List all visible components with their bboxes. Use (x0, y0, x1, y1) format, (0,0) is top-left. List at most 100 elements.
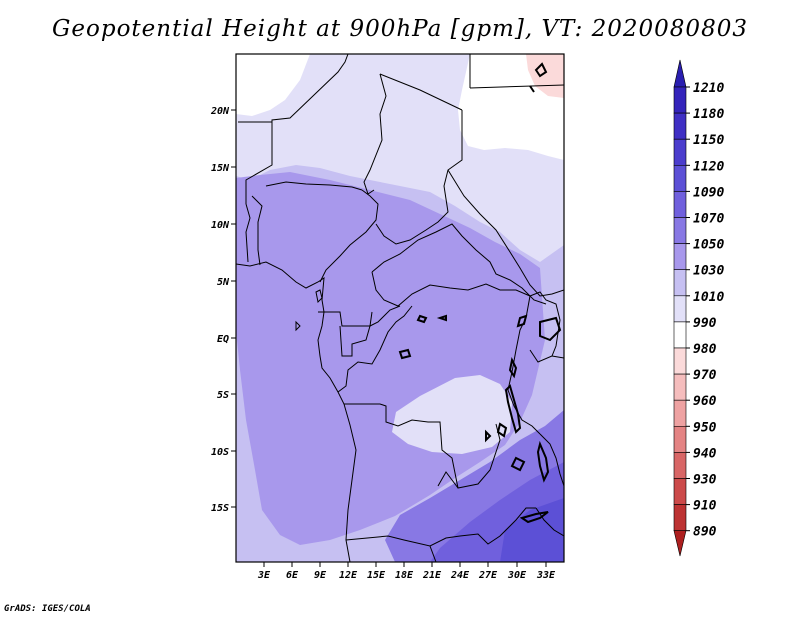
field-990-1010-northwest (236, 54, 310, 116)
lakes (398, 62, 562, 524)
colorbar-level-label: 930 (693, 473, 717, 488)
colorbar-swatch (673, 217, 687, 244)
lake-kivu (508, 356, 518, 379)
political-boundaries (236, 54, 564, 562)
lake-mai-ndombe (436, 314, 447, 322)
border-uganda (529, 291, 561, 363)
colorbar: 1210 1180 1150 1120 1090 1070 1050 1030 1010 990 9… (673, 59, 724, 557)
colorbar-level-label: 1090 (693, 185, 724, 200)
border-chad-niger (363, 73, 387, 195)
border-togo (245, 203, 251, 263)
colorbar-level-label: 1210 (693, 81, 724, 96)
colorbar-swatch (673, 373, 687, 401)
lake-tanganyika (504, 384, 522, 434)
lon-label: 21E (422, 570, 442, 581)
lake-victoria (539, 316, 562, 342)
border-car-north (371, 223, 547, 305)
lat-label: 20N (210, 106, 230, 117)
border-niger-nigeria (265, 181, 363, 191)
lon-label: 12E (339, 570, 358, 581)
shaded-field (236, 54, 564, 562)
lon-label: 33E (536, 570, 556, 581)
colorbar-level-label: 990 (693, 316, 717, 331)
colorbar-swatch (673, 86, 687, 114)
lat-label: 10S (211, 447, 229, 458)
colorbar-level-label: 940 (693, 446, 717, 461)
colorbar-swatch (673, 269, 687, 297)
border-angola-namibia-zambia (345, 507, 536, 547)
border-egypt-sudan (469, 84, 564, 89)
colorbar-swatch (673, 138, 687, 166)
colorbar-swatch (673, 112, 687, 140)
lon-label: 24E (450, 570, 470, 581)
colorbar-level-label: 970 (693, 368, 717, 383)
grads-credit: GrADS: IGES/COLA (4, 604, 91, 614)
colorbar-swatch (673, 399, 687, 427)
longitude-labels: 3E 6E 9E 12E 15E 18E 21E 24E 27E 30E 33E (257, 570, 556, 581)
lat-label: 15S (211, 503, 229, 514)
border-car-drc (371, 271, 531, 307)
colorbar-swatch (673, 295, 687, 323)
lon-label: 27E (478, 570, 498, 581)
colorbar-swatch (673, 321, 687, 349)
colorbar-level-label: 910 (693, 499, 717, 514)
colorbar-swatch (673, 243, 687, 271)
lat-label: 15N (211, 163, 230, 174)
colorbar-level-label: 960 (693, 394, 717, 409)
lon-label: 6E (286, 570, 299, 581)
border-zambia-west (437, 471, 459, 489)
lon-label: 9E (314, 570, 327, 581)
island-sao-tome (295, 320, 301, 332)
lon-label: 30E (507, 570, 527, 581)
border-nigeria-cameroon (319, 189, 379, 283)
lake-kariba (519, 511, 549, 524)
border-botswana (429, 545, 437, 562)
colorbar-swatch (673, 452, 687, 479)
colorbar-arrow-top (673, 59, 687, 88)
chart-title: Geopotential Height at 900hPa [gpm], VT:… (52, 16, 748, 42)
lake-pool (398, 348, 412, 360)
lat-label: 5N (217, 277, 230, 288)
field-1010-1030-congo-basin (392, 375, 512, 454)
colorbar-level-label: 980 (693, 342, 717, 357)
field-coastal-strip (236, 178, 246, 262)
coastline-west (236, 261, 357, 562)
colorbar-level-label: 1010 (693, 290, 724, 305)
island-bioko (315, 289, 323, 304)
border-congo-drc (337, 305, 413, 393)
lake-tumba (416, 314, 428, 324)
colorbar-level-label: 1030 (693, 264, 724, 279)
lon-label: 3E (257, 570, 271, 581)
colorbar-swatch (673, 425, 687, 453)
border-gabon-congo (339, 325, 371, 357)
border-kenya-tanzania (551, 355, 564, 359)
border-angola-drc-zambia (344, 403, 501, 489)
colorbar-arrow-bottom (673, 530, 687, 557)
lon-label: 18E (395, 570, 414, 581)
lake-albert (516, 314, 528, 328)
colorbar-level-label: 1050 (693, 238, 724, 253)
colorbar-level-label: 890 (693, 525, 717, 540)
colorbar-level-label: 1180 (693, 107, 724, 122)
colorbar-level-label: 1120 (693, 159, 724, 174)
border-cameroon-congo (369, 305, 401, 327)
latitude-labels: 20N 15N 10N 5N EQ 5S 10S 15S (210, 106, 230, 514)
border-niger-west (245, 54, 349, 204)
colorbar-swatch (673, 347, 687, 375)
border-chad-libya (379, 73, 463, 111)
colorbar-level-label: 1070 (693, 212, 724, 227)
lon-label: 15E (367, 570, 386, 581)
colorbar-swatch (673, 165, 687, 192)
map-frame (235, 53, 565, 563)
colorbar-level-label: 1150 (693, 133, 724, 148)
colorbar-swatch (673, 478, 687, 505)
border-malawi (539, 433, 564, 487)
tick-marks (231, 109, 547, 567)
border-benin (251, 195, 263, 266)
lake-bangweulu (510, 456, 526, 472)
field-1120-1150 (500, 498, 564, 562)
lat-label: EQ (217, 334, 229, 345)
lake-mweru (496, 422, 508, 438)
field-980-990-northeast (526, 54, 564, 98)
border-chad-sudan (375, 110, 463, 245)
